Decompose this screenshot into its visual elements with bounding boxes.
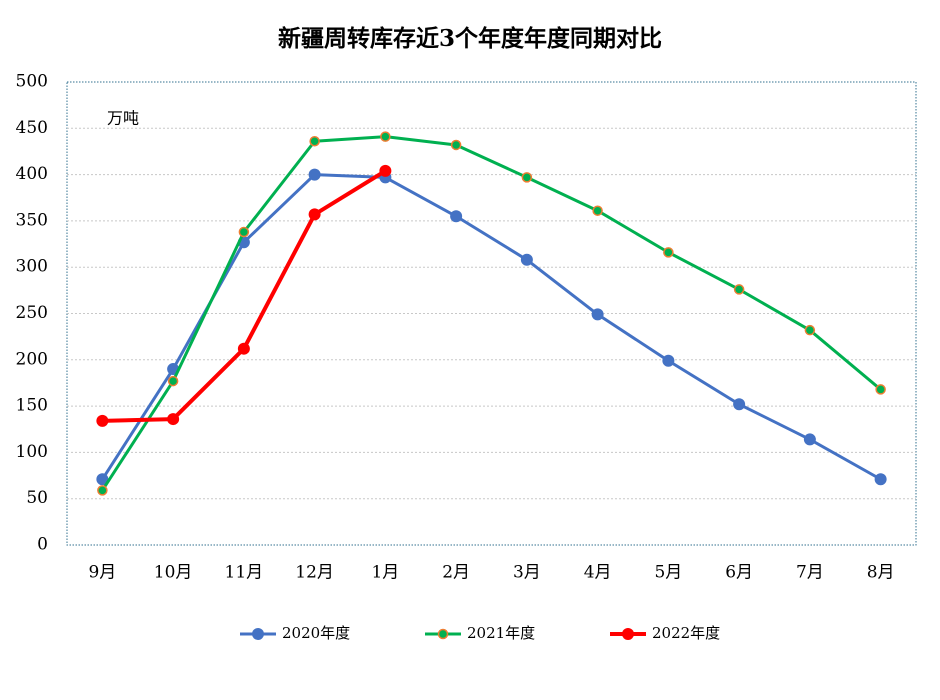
chart-title: 新疆周转库存近3个年度年度同期对比 <box>278 25 662 52</box>
x-tick-label: 11月 <box>225 563 264 583</box>
data-point <box>450 139 462 151</box>
x-tick-label: 6月 <box>725 563 753 583</box>
data-point <box>662 354 675 367</box>
y-tick-label: 400 <box>16 164 48 184</box>
series-line <box>102 169 387 423</box>
data-point <box>96 414 109 427</box>
y-tick-label: 350 <box>16 210 48 230</box>
data-point <box>97 485 108 496</box>
data-point <box>96 473 109 486</box>
legend-marker <box>622 628 634 640</box>
data-point <box>167 375 179 387</box>
y-tick-label: 450 <box>16 118 48 138</box>
x-tick-label: 1月 <box>371 563 399 583</box>
x-tick-label: 3月 <box>513 563 541 583</box>
data-point <box>663 247 674 258</box>
x-tick-label: 5月 <box>654 563 682 583</box>
data-point <box>308 208 321 221</box>
data-point <box>804 324 816 336</box>
unit-label: 万吨 <box>107 109 139 128</box>
legend-marker <box>437 628 449 640</box>
x-tick-label: 7月 <box>796 563 824 583</box>
data-point <box>308 168 321 181</box>
data-point <box>733 398 746 411</box>
x-tick-label: 9月 <box>88 563 116 583</box>
series-line <box>101 173 882 481</box>
y-tick-label: 200 <box>16 349 48 369</box>
data-point <box>521 172 533 183</box>
data-point <box>592 205 603 216</box>
data-point <box>874 473 887 486</box>
data-point <box>803 433 816 446</box>
legend-label: 2020年度 <box>282 624 350 642</box>
x-tick-label: 8月 <box>867 563 895 583</box>
x-tick-label: 12月 <box>295 563 334 583</box>
data-point <box>379 164 392 177</box>
x-tick-label: 2月 <box>442 563 470 583</box>
data-point <box>733 284 745 295</box>
x-tick-label: 10月 <box>154 563 193 583</box>
data-point <box>591 308 604 321</box>
y-tick-label: 50 <box>26 488 48 508</box>
data-point <box>520 253 533 266</box>
y-tick-label: 500 <box>16 72 48 92</box>
y-tick-label: 0 <box>37 535 48 555</box>
data-point <box>309 136 320 147</box>
data-point <box>380 131 391 142</box>
x-tick-label: 4月 <box>584 563 612 583</box>
legend-label: 2022年度 <box>652 624 720 642</box>
legend-marker <box>252 628 264 640</box>
series-line <box>101 135 882 492</box>
legend-label: 2021年度 <box>467 624 535 642</box>
data-point <box>237 342 250 355</box>
data-point <box>238 226 250 238</box>
data-point <box>450 210 463 223</box>
y-tick-label: 100 <box>16 442 48 462</box>
data-point <box>167 413 180 426</box>
y-tick-label: 250 <box>16 303 48 323</box>
y-tick-label: 150 <box>16 396 48 416</box>
data-point <box>875 384 886 395</box>
y-tick-label: 300 <box>16 257 48 277</box>
